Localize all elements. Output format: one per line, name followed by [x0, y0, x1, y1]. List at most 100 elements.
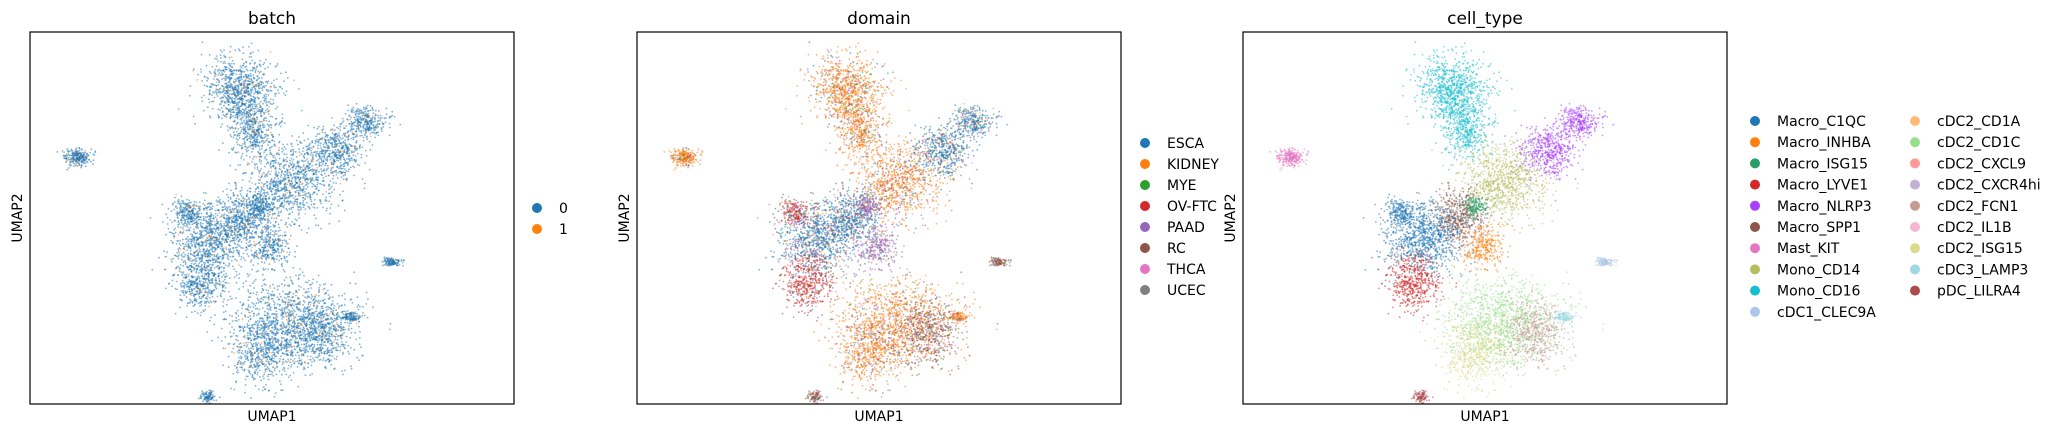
- scatter-point: [316, 150, 319, 153]
- scatter-point: [319, 182, 322, 185]
- scatter-point: [315, 173, 318, 176]
- scatter-point: [189, 220, 192, 223]
- scatter-point: [209, 219, 212, 222]
- scatter-point: [187, 243, 189, 246]
- scatter-point: [232, 90, 235, 93]
- scatter-point: [271, 181, 274, 184]
- scatter-point: [178, 270, 181, 273]
- scatter-point: [246, 163, 249, 166]
- scatter-point: [200, 241, 203, 243]
- scatter-point: [314, 217, 317, 220]
- scatter-point: [236, 95, 239, 98]
- scatter-point: [339, 193, 341, 196]
- scatter-point: [199, 223, 202, 226]
- scatter-point: [245, 154, 248, 157]
- scatter-point: [254, 70, 257, 73]
- scatter-point: [253, 155, 256, 158]
- scatter-point: [225, 96, 227, 99]
- scatter-point: [214, 216, 217, 219]
- scatter-point: [292, 165, 295, 168]
- scatter-point: [250, 123, 253, 125]
- scatter-point: [258, 141, 260, 144]
- scatter-point: [226, 193, 228, 196]
- scatter-point: [204, 279, 207, 282]
- scatter-point: [311, 140, 313, 142]
- scatter-point: [260, 134, 263, 137]
- scatter-point: [250, 214, 252, 216]
- scatter-point: [223, 66, 226, 68]
- scatter-point: [362, 126, 364, 129]
- scatter-point: [212, 100, 215, 103]
- scatter-point: [367, 128, 370, 131]
- scatter-point: [331, 191, 333, 194]
- scatter-point: [333, 154, 335, 156]
- scatter-point: [253, 240, 255, 243]
- scatter-point: [257, 125, 260, 127]
- scatter-point: [232, 237, 235, 240]
- scatter-point: [227, 211, 230, 214]
- scatter-point: [203, 252, 206, 255]
- scatter-point: [229, 217, 232, 219]
- scatter-point: [260, 188, 263, 191]
- scatter-point: [301, 183, 303, 186]
- scatter-point: [246, 189, 249, 192]
- scatter-point: [250, 134, 253, 137]
- scatter-point: [257, 70, 260, 73]
- scatter-point: [213, 241, 216, 244]
- scatter-point: [177, 225, 180, 228]
- scatter-point: [261, 144, 263, 147]
- scatter-point: [269, 222, 272, 224]
- scatter-point: [244, 122, 247, 125]
- scatter-point: [286, 156, 288, 159]
- scatter-point: [193, 203, 196, 206]
- scatter-point: [294, 191, 297, 194]
- scatter-point: [254, 146, 257, 148]
- scatter-point: [223, 100, 226, 103]
- scatter-point: [264, 93, 267, 96]
- scatter-point: [314, 171, 317, 174]
- scatter-point: [223, 77, 225, 80]
- scatter-point: [351, 159, 353, 162]
- scatter-point: [185, 215, 188, 218]
- scatter-point: [215, 58, 218, 60]
- scatter-point: [248, 187, 251, 190]
- scatter-point: [165, 233, 168, 236]
- scatter-point: [353, 124, 355, 127]
- scatter-point: [219, 247, 222, 250]
- scatter-point: [259, 59, 262, 62]
- scatter-point: [198, 247, 200, 249]
- scatter-points-batch: [56, 41, 405, 404]
- scatter-point: [269, 124, 272, 126]
- scatter-point: [311, 147, 314, 150]
- scatter-point: [262, 195, 265, 198]
- scatter-point: [215, 55, 218, 57]
- scatter-point: [222, 249, 225, 252]
- scatter-point: [302, 177, 304, 180]
- scatter-point: [193, 200, 196, 203]
- scatter-point: [198, 271, 200, 274]
- scatter-point: [291, 135, 293, 137]
- scatter-point: [187, 221, 190, 223]
- scatter-point: [235, 197, 238, 200]
- scatter-point: [246, 230, 248, 233]
- scatter-point: [344, 142, 347, 145]
- scatter-point: [336, 177, 339, 179]
- scatter-point: [335, 159, 338, 162]
- scatter-point: [238, 204, 241, 206]
- scatter-point: [215, 65, 218, 67]
- scatter-point: [312, 157, 315, 160]
- scatter-point: [312, 151, 315, 154]
- scatter-point: [318, 152, 321, 155]
- scatter-point: [272, 165, 275, 168]
- scatter-point: [302, 191, 304, 193]
- scatter-point: [291, 153, 294, 156]
- scatter-point: [306, 146, 308, 148]
- scatter-point: [221, 72, 224, 74]
- scatter-point: [291, 145, 294, 148]
- scatter-point: [353, 158, 356, 161]
- scatter-point: [245, 112, 247, 115]
- scatter-point: [248, 135, 251, 138]
- scatter-point: [238, 202, 241, 205]
- scatter-point: [229, 208, 231, 211]
- scatter-point: [237, 69, 240, 72]
